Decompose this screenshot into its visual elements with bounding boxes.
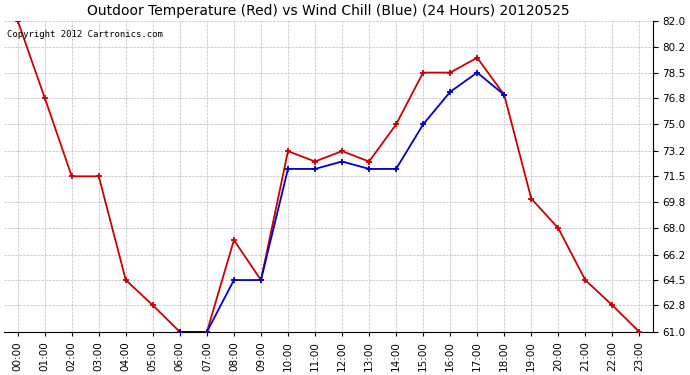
Title: Outdoor Temperature (Red) vs Wind Chill (Blue) (24 Hours) 20120525: Outdoor Temperature (Red) vs Wind Chill … — [87, 4, 570, 18]
Text: Copyright 2012 Cartronics.com: Copyright 2012 Cartronics.com — [8, 30, 164, 39]
